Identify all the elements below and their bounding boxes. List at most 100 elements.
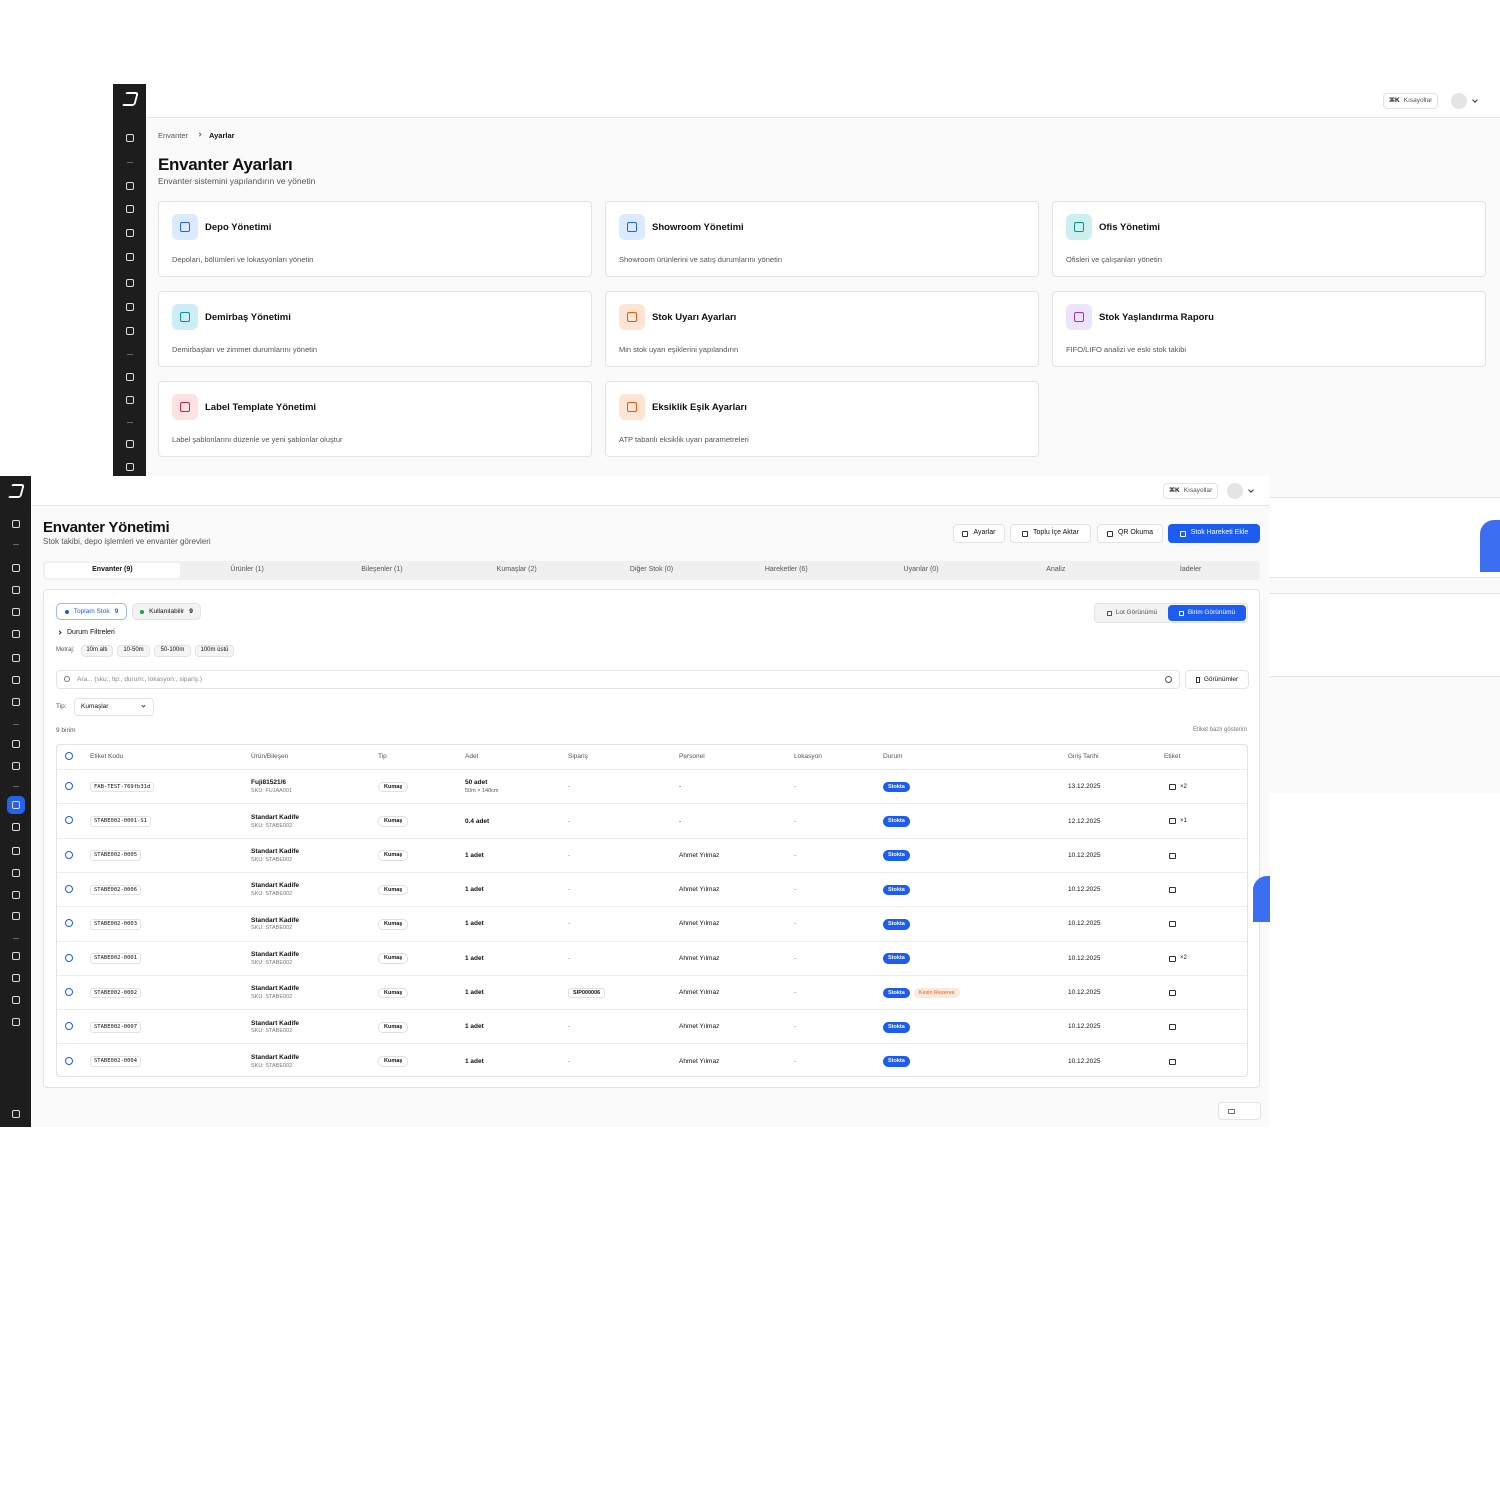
views-button[interactable]: Görünümler xyxy=(1185,670,1249,689)
avatar[interactable] xyxy=(1451,93,1467,109)
print-button[interactable] xyxy=(1169,955,1176,962)
table-row[interactable]: STABE002-0002 Standart Kadife SKU: STABE00… xyxy=(57,974,1247,1009)
nav-icon[interactable] xyxy=(125,182,134,190)
expand-chevron[interactable] xyxy=(57,630,62,635)
print-button[interactable] xyxy=(1169,921,1176,928)
nav-icon[interactable] xyxy=(125,440,134,448)
length-option[interactable]: 10m altı xyxy=(81,645,113,657)
type-select[interactable]: Kumaşlar xyxy=(74,698,154,716)
tab[interactable]: Kumaşlar (2) xyxy=(449,563,584,578)
tab[interactable]: Ürünler (1) xyxy=(180,563,315,578)
label-toggle[interactable]: Etiket bazlı gösterim xyxy=(1192,727,1247,733)
nav-icon[interactable] xyxy=(11,801,20,809)
tab[interactable]: Envanter (9) xyxy=(45,563,180,578)
nav-icon[interactable] xyxy=(11,847,20,855)
print-button[interactable] xyxy=(1169,989,1176,996)
nav-icon[interactable] xyxy=(125,327,134,335)
row-checkbox[interactable] xyxy=(65,919,73,928)
action-button[interactable]: QR Okuma xyxy=(1097,524,1163,543)
nav-icon[interactable] xyxy=(11,996,20,1004)
settings-card[interactable]: Stok Yaşlandırma Raporu FIFO/LIFO analizi… xyxy=(1052,291,1486,367)
nav-icon[interactable] xyxy=(125,205,134,213)
action-button[interactable]: Toplu İçe Aktar xyxy=(1010,524,1091,543)
nav-icon[interactable] xyxy=(125,279,134,287)
nav-icon[interactable] xyxy=(125,396,134,404)
order[interactable]: SIP000006 xyxy=(568,987,606,999)
table-row[interactable]: STABE002-0007 Standart Kadife SKU: STABE00… xyxy=(57,1009,1247,1043)
nav-icon[interactable] xyxy=(11,823,20,831)
view-mode[interactable]: Birim Görünümü xyxy=(1168,605,1246,621)
tab[interactable]: Analiz xyxy=(988,563,1123,578)
nav-icon[interactable] xyxy=(125,373,134,381)
nav-icon[interactable] xyxy=(11,740,20,748)
table-row[interactable]: STABE002-0003 Standart Kadife SKU: STABE00… xyxy=(57,906,1247,940)
action-button[interactable]: Ayarlar xyxy=(953,524,1005,543)
print-button[interactable] xyxy=(1169,887,1176,894)
tab[interactable]: İadeler xyxy=(1123,563,1258,578)
breadcrumb-item[interactable]: Envanter xyxy=(158,131,189,140)
settings-card[interactable]: Eksiklik Eşik Ayarları ATP tabanlı eksikl… xyxy=(605,381,1039,457)
nav-icon[interactable] xyxy=(125,134,134,142)
row-checkbox[interactable] xyxy=(65,1022,73,1031)
table-row[interactable]: STABE002-0004 Standart Kadife SKU: STABE00… xyxy=(57,1043,1247,1077)
table-row[interactable]: STABE002-0006 Standart Kadife SKU: STABE00… xyxy=(57,871,1247,906)
nav-icon[interactable] xyxy=(11,586,20,594)
nav-icon[interactable] xyxy=(11,676,20,684)
help-icon[interactable] xyxy=(1165,676,1172,683)
nav-icon[interactable] xyxy=(11,762,20,770)
nav-icon[interactable] xyxy=(11,1110,20,1118)
length-option[interactable]: 10-50m xyxy=(117,645,150,657)
print-button[interactable] xyxy=(1169,818,1176,825)
settings-card[interactable]: Depo Yönetimi Depoları, bölümleri ve loka… xyxy=(158,201,592,277)
row-checkbox[interactable] xyxy=(65,953,73,962)
nav-icon[interactable] xyxy=(11,564,20,572)
nav-icon[interactable] xyxy=(11,698,20,706)
tab[interactable]: Hareketler (6) xyxy=(719,563,854,578)
nav-icon[interactable] xyxy=(11,1018,20,1026)
nav-icon[interactable] xyxy=(11,654,20,662)
widget-icon[interactable] xyxy=(1228,1109,1235,1114)
nav-icon[interactable] xyxy=(125,229,134,237)
tab[interactable]: Diğer Stok (0) xyxy=(584,563,719,578)
table-row[interactable]: STABE002-0001-S1 Standart Kadife SKU: STAB… xyxy=(57,803,1247,837)
nav-icon[interactable] xyxy=(11,891,20,899)
tab[interactable]: Uyarılar (0) xyxy=(854,563,989,578)
print-button[interactable] xyxy=(1169,852,1176,859)
stat-chip[interactable]: Toplam Stok 9 xyxy=(56,603,127,620)
status-filters-toggle[interactable]: Durum Filtreleri xyxy=(67,629,115,636)
settings-card[interactable]: Label Template Yönetimi Label şablonların… xyxy=(158,381,592,457)
shortcut-button[interactable]: ⌘K Kısayollar xyxy=(1383,93,1439,109)
row-checkbox[interactable] xyxy=(65,782,73,791)
search-input[interactable]: Ara... (sku:, tip:, durum:, lokasyon:, s… xyxy=(56,670,1180,689)
tab[interactable]: Bileşenler (1) xyxy=(315,563,450,578)
print-button[interactable] xyxy=(1169,1024,1176,1031)
stat-chip[interactable]: Kullanılabilir 9 xyxy=(132,603,201,620)
length-option[interactable]: 100m üstü xyxy=(195,645,234,657)
nav-icon[interactable] xyxy=(11,520,20,528)
row-checkbox[interactable] xyxy=(65,850,73,859)
row-checkbox[interactable] xyxy=(65,1056,73,1065)
table-row[interactable]: FAB-TEST-769fb31d Fuji81521/6 SKU: FUJAA00… xyxy=(57,769,1247,803)
table-row[interactable]: STABE002-0005 Standart Kadife SKU: STABE00… xyxy=(57,837,1247,872)
shortcut-button[interactable]: ⌘K Kısayollar xyxy=(1163,483,1219,499)
nav-icon[interactable] xyxy=(11,974,20,982)
nav-icon[interactable] xyxy=(125,303,134,311)
view-mode[interactable]: Lot Görünümü xyxy=(1097,605,1167,621)
nav-icon[interactable] xyxy=(11,608,20,616)
nav-icon[interactable] xyxy=(11,912,20,920)
nav-icon[interactable] xyxy=(125,253,134,261)
table-row[interactable]: STABE002-0001 Standart Kadife SKU: STABE00… xyxy=(57,940,1247,975)
action-button[interactable]: Stok Hareketi Ekle xyxy=(1168,524,1260,543)
row-checkbox[interactable] xyxy=(65,816,73,825)
close-icon[interactable] xyxy=(1246,1106,1256,1116)
row-checkbox[interactable] xyxy=(65,987,73,996)
floating-button[interactable] xyxy=(1253,876,1270,922)
row-checkbox[interactable] xyxy=(65,885,73,894)
settings-card[interactable]: Ofis Yönetimi Ofisleri ve çalışanları yön… xyxy=(1052,201,1486,277)
print-button[interactable] xyxy=(1169,1058,1176,1065)
avatar[interactable] xyxy=(1227,483,1243,499)
select-all-checkbox[interactable] xyxy=(65,752,73,760)
floating-button[interactable] xyxy=(1480,520,1500,572)
nav-icon[interactable] xyxy=(11,952,20,960)
settings-card[interactable]: Demirbaş Yönetimi Demirbaşları ve zimmet … xyxy=(158,291,592,367)
